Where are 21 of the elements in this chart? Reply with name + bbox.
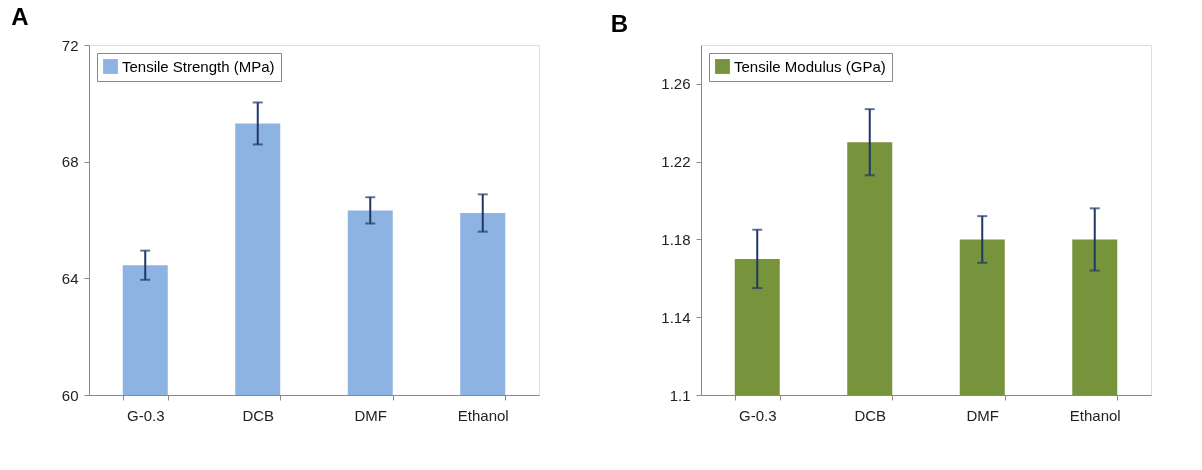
y-tick-label: 68: [61, 153, 79, 171]
legend-label: Tensile Modulus (GPa): [734, 57, 886, 75]
y-tick-label: 1.26: [661, 75, 691, 93]
y-tick-label: 1.22: [661, 153, 691, 171]
x-tick-label: DCB: [242, 406, 275, 424]
y-tick-label: 1.1: [669, 386, 691, 404]
x-tick-label: DCB: [854, 406, 887, 424]
y-tick-label: 1.14: [661, 308, 691, 326]
y-tick-label: 64: [61, 269, 79, 287]
y-tick-label: 60: [61, 386, 79, 404]
x-tick-label: DMF: [354, 406, 387, 424]
x-tick-label: Ethanol: [1069, 406, 1121, 424]
x-tick-label: DMF: [966, 406, 999, 424]
y-tick-label: 72: [61, 36, 79, 54]
x-tick-label: G-0.3: [126, 406, 165, 424]
chart-title: B: [610, 10, 629, 37]
y-tick-label: 1.18: [661, 230, 691, 248]
legend-label: Tensile Strength (MPa): [122, 57, 275, 75]
chart-title: A: [11, 3, 29, 30]
x-tick-label: Ethanol: [457, 406, 509, 424]
x-tick-label: G-0.3: [738, 406, 777, 424]
